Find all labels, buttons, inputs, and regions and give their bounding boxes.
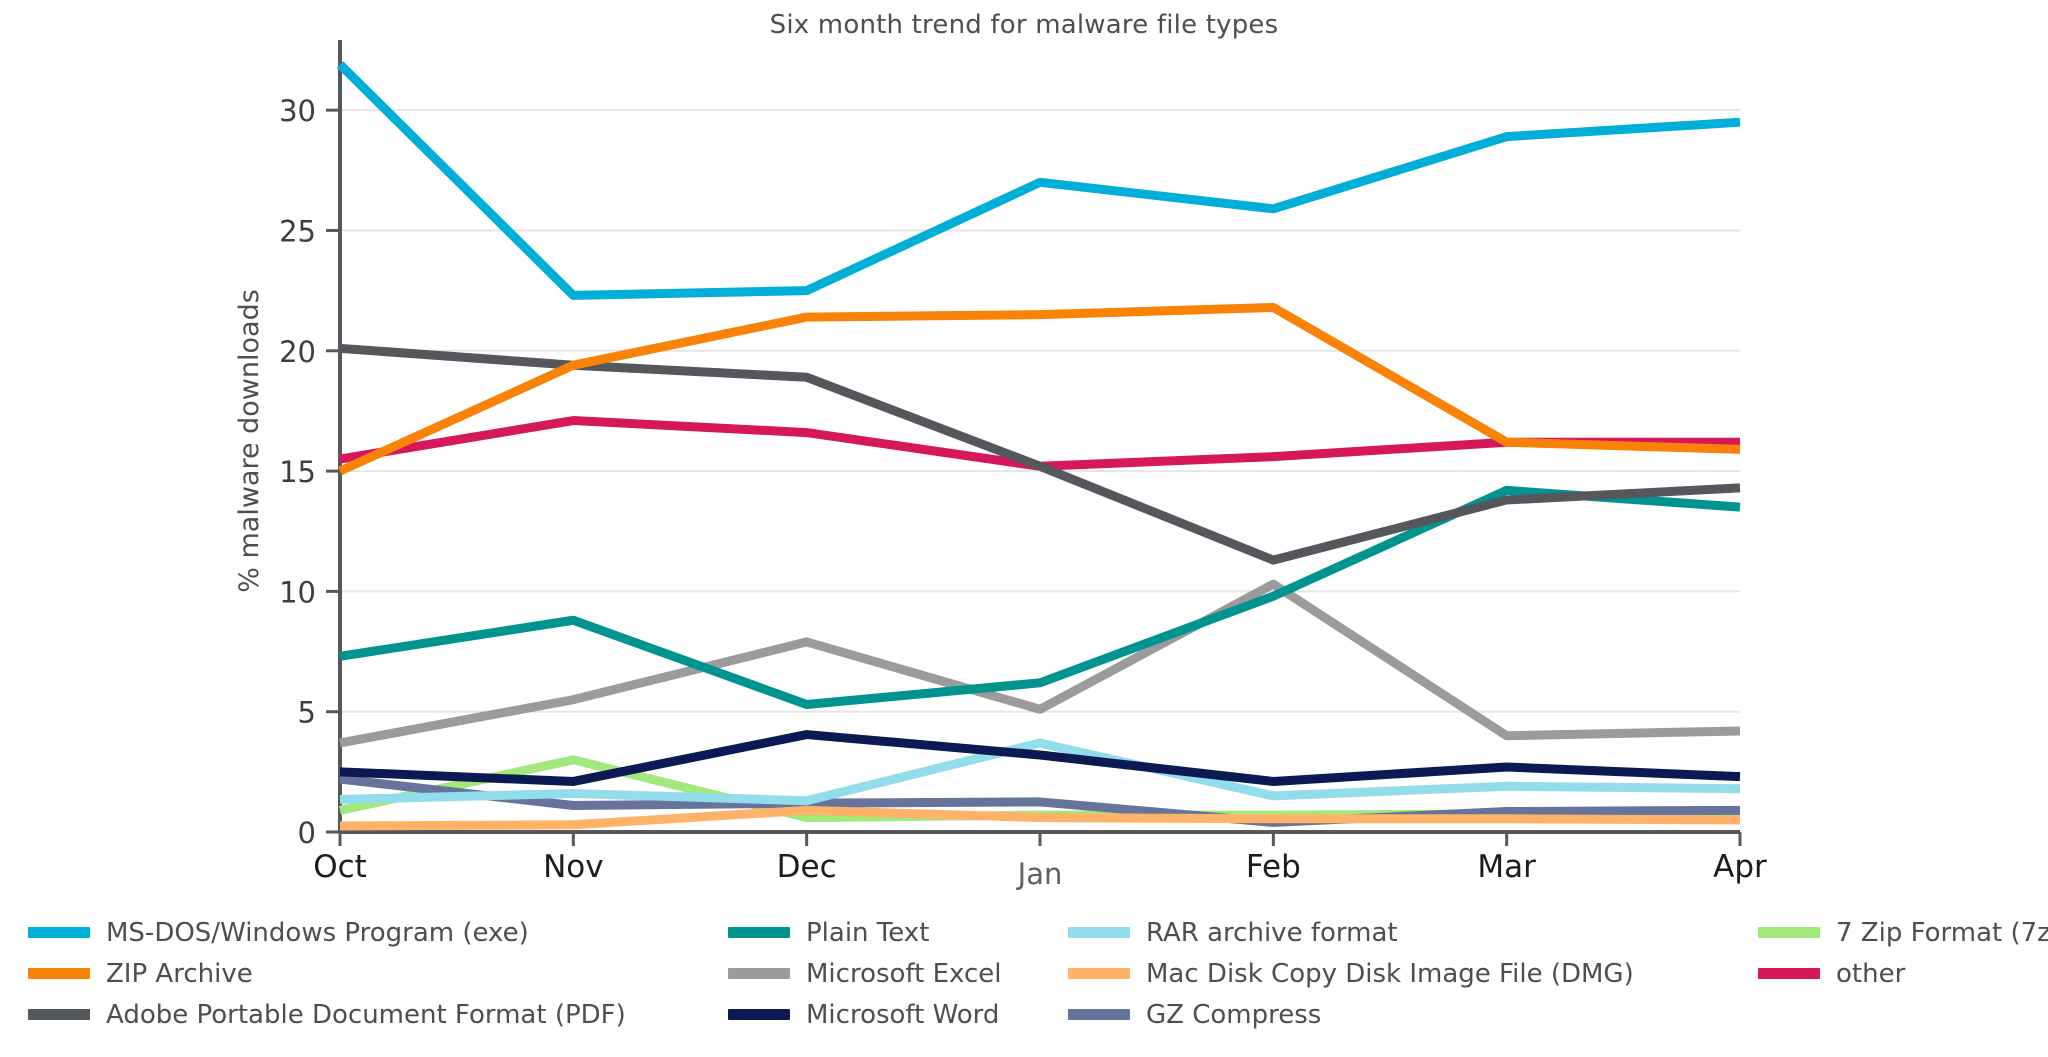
legend-color-swatch-icon (1758, 968, 1820, 979)
legend-item[interactable]: Microsoft Excel (700, 953, 1040, 994)
x-tick-label: Dec (777, 849, 837, 885)
legend-color-swatch-icon (728, 968, 790, 979)
plot-area: 0 5 10 15 20 25 30 Oct Nov Dec Jan 2023 Feb Mar Apr % m… (234, 40, 1767, 900)
x-tick-label: Jan (1016, 857, 1063, 891)
y-tick-label: 30 (279, 94, 316, 128)
legend-spacer (1730, 994, 2048, 1035)
y-tick-label: 20 (279, 335, 316, 369)
series-line-microsoft-word (339, 730, 1741, 786)
legend-item[interactable]: RAR archive format (1040, 912, 1730, 953)
y-tick-label: 5 (298, 696, 316, 730)
series-line-rar-archive-format (339, 738, 1741, 806)
x-tick-label: Oct (313, 849, 367, 885)
legend-color-swatch-icon (1068, 968, 1130, 979)
legend-color-swatch-icon (1068, 927, 1130, 938)
line-chart: 0 5 10 15 20 25 30 Oct Nov Dec Jan 2023 Feb Mar Apr % m… (234, 40, 1767, 900)
legend-item-label: 7 Zip Format (7z) (1836, 917, 2048, 948)
x-tick-label: Nov (543, 849, 604, 885)
series-line-mac-disk-copy-disk-image-file-dmg (339, 805, 1741, 831)
legend-item[interactable]: MS-DOS/Windows Program (exe) (0, 912, 700, 953)
y-tick-label: 15 (279, 455, 316, 489)
series-line-zip-archive (338, 302, 1741, 476)
legend-item[interactable]: Adobe Portable Document Format (PDF) (0, 994, 700, 1035)
legend-item-label: Mac Disk Copy Disk Image File (DMG) (1146, 958, 1634, 989)
legend-item-label: MS-DOS/Windows Program (exe) (106, 917, 529, 948)
legend-item[interactable]: Plain Text (700, 912, 1040, 953)
legend-item[interactable]: Microsoft Word (700, 994, 1040, 1035)
x-tick-label: Apr (1713, 849, 1767, 885)
legend-color-swatch-icon (728, 927, 790, 938)
legend-item-label: other (1836, 958, 1906, 989)
y-tick-label: 0 (298, 816, 316, 850)
series-line-plain-text (339, 485, 1741, 709)
x-tick-label: Mar (1477, 849, 1536, 885)
legend-item[interactable]: GZ Compress (1040, 994, 1730, 1035)
legend-color-swatch-icon (28, 927, 90, 938)
x-axis-year-label: 2023 (1003, 897, 1077, 900)
chart-legend: MS-DOS/Windows Program (exe) ZIP Archive A… (0, 912, 2048, 1057)
legend-color-swatch-icon (28, 1009, 90, 1020)
legend-item-label: RAR archive format (1146, 917, 1398, 948)
legend-item[interactable]: ZIP Archive (0, 953, 700, 994)
y-tick-label: 10 (279, 575, 316, 609)
legend-item[interactable]: other (1730, 953, 2048, 994)
legend-item-label: GZ Compress (1146, 999, 1322, 1030)
y-tick-label: 25 (279, 214, 316, 248)
legend-item-label: Microsoft Excel (806, 958, 1002, 989)
legend-item-label: ZIP Archive (106, 958, 253, 989)
legend-color-swatch-icon (1758, 927, 1820, 938)
page-title: Six month trend for malware file types (769, 10, 1279, 40)
series-line-microsoft-excel (339, 579, 1741, 748)
legend-item[interactable]: Mac Disk Copy Disk Image File (DMG) (1040, 953, 1730, 994)
y-axis-title: % malware downloads (234, 289, 265, 593)
series-line-ms-dos-windows-program-exe (336, 61, 1741, 300)
legend-item-label: Plain Text (806, 917, 930, 948)
x-tick-label: Feb (1246, 849, 1301, 885)
series-line-gz-compress (339, 774, 1741, 827)
legend-color-swatch-icon (1068, 1009, 1130, 1020)
legend-item-label: Microsoft Word (806, 999, 1000, 1030)
legend-color-swatch-icon (728, 1009, 790, 1020)
legend-item[interactable]: 7 Zip Format (7z) (1730, 912, 2048, 953)
legend-item-label: Adobe Portable Document Format (PDF) (106, 999, 626, 1030)
legend-color-swatch-icon (28, 968, 90, 979)
